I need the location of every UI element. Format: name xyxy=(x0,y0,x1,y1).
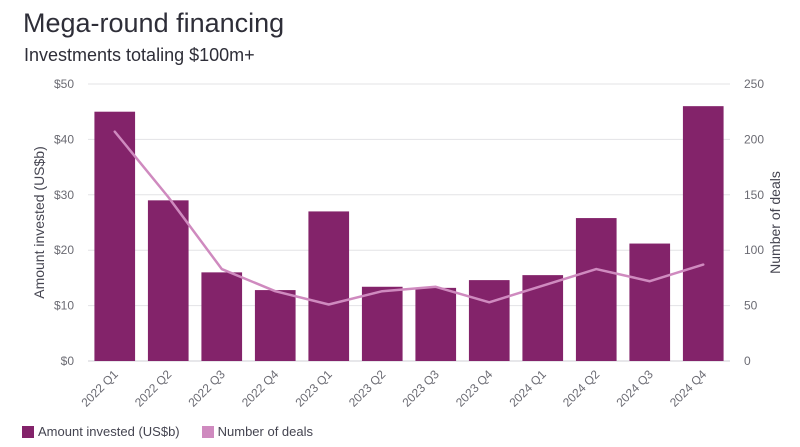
bar-series xyxy=(94,106,724,361)
y2-tick-label: 250 xyxy=(744,77,764,91)
x-tick-label: 2022 Q1 xyxy=(78,367,121,410)
legend-label-deals: Number of deals xyxy=(217,424,314,439)
x-tick-label: 2022 Q3 xyxy=(185,367,228,410)
y2-tick-label: 50 xyxy=(744,299,758,313)
y-tick-label: $50 xyxy=(54,77,74,91)
y2-tick-label: 150 xyxy=(744,188,764,202)
y-tick-label: $40 xyxy=(54,132,74,146)
x-tick-label: 2023 Q4 xyxy=(453,367,496,410)
y2-tick-label: 200 xyxy=(744,132,764,146)
x-tick-label: 2022 Q2 xyxy=(132,367,175,410)
bar xyxy=(254,290,296,361)
y-axis-title: Amount invested (US$b) xyxy=(31,146,47,299)
x-tick-label: 2024 Q4 xyxy=(667,367,710,410)
bar xyxy=(682,106,724,361)
legend-label-amount: Amount invested (US$b) xyxy=(38,424,180,439)
x-tick-label: 2022 Q4 xyxy=(239,367,282,410)
x-tick-label: 2023 Q2 xyxy=(346,367,389,410)
x-tick-label: 2023 Q3 xyxy=(399,367,442,410)
y2-tick-label: 0 xyxy=(744,354,751,368)
bar xyxy=(468,280,510,361)
y2-axis-title: Number of deals xyxy=(767,171,783,274)
y-tick-label: $0 xyxy=(61,354,75,368)
bar xyxy=(629,243,671,361)
y-tick-label: $10 xyxy=(54,299,74,313)
bar xyxy=(361,286,403,361)
legend-item-deals: Number of deals xyxy=(201,424,314,439)
x-tick-label: 2024 Q1 xyxy=(506,367,549,410)
legend-swatch-deals xyxy=(201,425,214,438)
bar xyxy=(415,287,457,361)
x-tick-label: 2024 Q2 xyxy=(560,367,603,410)
bar xyxy=(575,218,617,361)
y-tick-label: $30 xyxy=(54,188,74,202)
legend: Amount invested (US$b) Number of deals xyxy=(22,424,335,439)
chart-canvas: $0 0 $10 50 $20 100 $30 150 $40 200 $50 250 2022 Q1 2… xyxy=(31,77,783,410)
deals-line xyxy=(113,130,705,306)
bar xyxy=(308,211,350,361)
x-tick-label: 2023 Q1 xyxy=(292,367,335,410)
chart-title: Mega-round financing xyxy=(23,8,285,38)
bar xyxy=(147,200,189,361)
bar xyxy=(201,272,243,361)
gridlines xyxy=(88,83,730,362)
x-tick-label: 2024 Q3 xyxy=(613,367,656,410)
bar xyxy=(522,275,564,361)
legend-item-amount: Amount invested (US$b) xyxy=(22,424,180,439)
line-series xyxy=(113,130,705,306)
y2-tick-label: 100 xyxy=(744,243,764,257)
y-tick-label: $20 xyxy=(54,243,74,257)
chart-subtitle: Investments totaling $100m+ xyxy=(24,45,255,65)
legend-swatch-amount xyxy=(22,425,34,438)
bar xyxy=(94,111,136,361)
